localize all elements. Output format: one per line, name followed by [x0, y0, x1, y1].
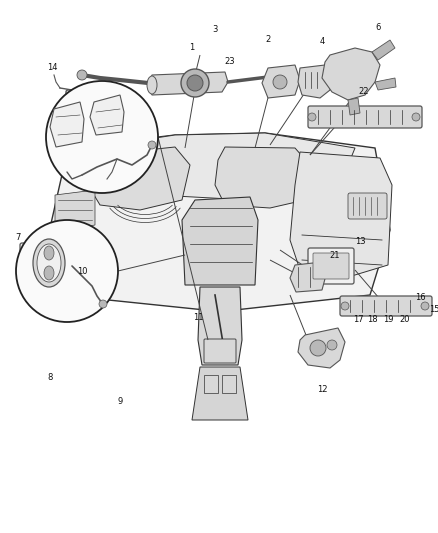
Text: 8: 8: [47, 374, 53, 383]
Circle shape: [341, 302, 349, 310]
FancyBboxPatch shape: [340, 296, 432, 316]
Circle shape: [77, 70, 87, 80]
Polygon shape: [262, 65, 300, 98]
Text: 12: 12: [317, 385, 327, 394]
Bar: [204, 375, 218, 393]
Polygon shape: [298, 328, 345, 368]
Polygon shape: [322, 48, 380, 100]
Polygon shape: [55, 190, 95, 232]
Polygon shape: [90, 95, 124, 135]
Text: 9: 9: [117, 398, 123, 407]
Polygon shape: [198, 287, 242, 365]
Ellipse shape: [33, 239, 65, 287]
Circle shape: [54, 252, 66, 264]
Ellipse shape: [147, 76, 157, 94]
Text: 22: 22: [359, 87, 369, 96]
Polygon shape: [148, 72, 228, 95]
Polygon shape: [50, 102, 84, 147]
Circle shape: [421, 302, 429, 310]
FancyBboxPatch shape: [313, 253, 349, 279]
FancyBboxPatch shape: [204, 339, 236, 363]
Polygon shape: [348, 98, 360, 115]
FancyBboxPatch shape: [66, 90, 112, 129]
Polygon shape: [88, 147, 190, 210]
Ellipse shape: [37, 244, 61, 282]
Circle shape: [310, 340, 326, 356]
Text: 15: 15: [429, 305, 438, 314]
Text: 11: 11: [193, 313, 203, 322]
Text: 20: 20: [400, 316, 410, 325]
Polygon shape: [298, 65, 330, 98]
Polygon shape: [375, 78, 396, 90]
FancyBboxPatch shape: [25, 248, 65, 280]
Text: 10: 10: [77, 268, 87, 277]
Circle shape: [181, 69, 209, 97]
Text: 16: 16: [415, 294, 425, 303]
Polygon shape: [52, 238, 100, 278]
Circle shape: [148, 141, 156, 149]
Circle shape: [308, 113, 316, 121]
Circle shape: [16, 220, 118, 322]
Polygon shape: [50, 133, 390, 310]
Ellipse shape: [44, 266, 54, 280]
Text: 23: 23: [225, 58, 235, 67]
Polygon shape: [182, 197, 258, 285]
Text: 1: 1: [189, 44, 194, 52]
Polygon shape: [290, 152, 392, 278]
FancyBboxPatch shape: [20, 243, 69, 285]
Text: 4: 4: [319, 37, 325, 46]
FancyBboxPatch shape: [308, 106, 422, 128]
Text: 18: 18: [367, 316, 377, 325]
Bar: [222, 375, 236, 393]
Circle shape: [412, 113, 420, 121]
Ellipse shape: [44, 246, 54, 260]
Polygon shape: [372, 40, 395, 60]
Circle shape: [327, 340, 337, 350]
Text: 3: 3: [212, 26, 218, 35]
FancyBboxPatch shape: [308, 248, 354, 284]
Text: 14: 14: [47, 63, 57, 72]
Circle shape: [273, 75, 287, 89]
Polygon shape: [215, 147, 310, 208]
Circle shape: [99, 300, 107, 308]
Text: 19: 19: [383, 316, 393, 325]
Polygon shape: [290, 262, 326, 292]
Text: 17: 17: [353, 316, 363, 325]
Circle shape: [46, 81, 158, 193]
Circle shape: [187, 75, 203, 91]
Bar: [73, 97, 105, 122]
Polygon shape: [90, 133, 355, 199]
Text: 21: 21: [330, 251, 340, 260]
Text: 7: 7: [15, 233, 21, 243]
Polygon shape: [192, 367, 248, 420]
Text: 13: 13: [355, 238, 365, 246]
FancyBboxPatch shape: [348, 193, 387, 219]
Text: 2: 2: [265, 36, 271, 44]
Text: 6: 6: [375, 23, 381, 33]
